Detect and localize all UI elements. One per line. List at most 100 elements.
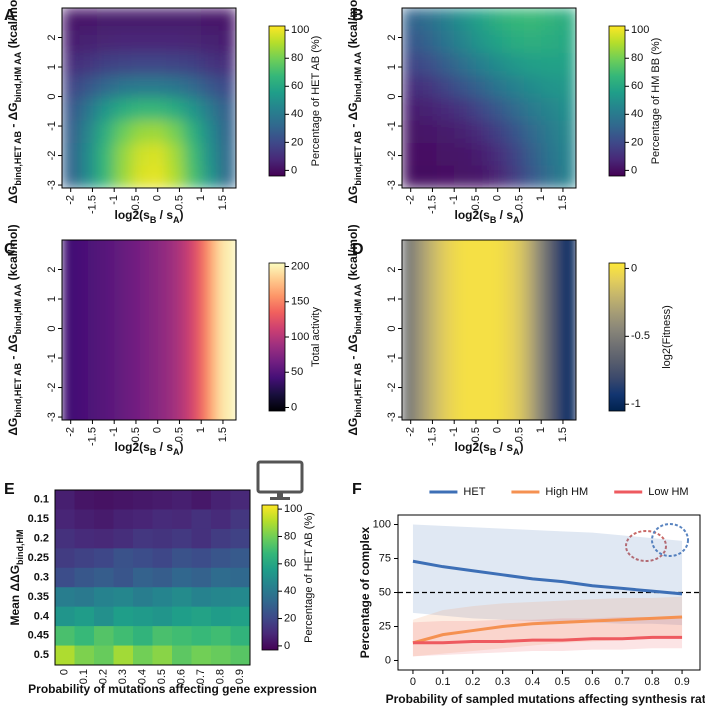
x-tick-label: 0.3 (117, 669, 129, 684)
heat-cell (79, 75, 98, 99)
heat-cell (523, 8, 542, 32)
heat-cell (149, 30, 167, 54)
heat-cell (55, 626, 76, 647)
y-tick-label: 0.45 (28, 630, 49, 642)
heat-cell (471, 240, 481, 420)
heat-cell (230, 490, 250, 511)
y-tick-label: -2 (386, 151, 398, 161)
heat-cell (191, 528, 212, 549)
x-axis-label-part: B (150, 215, 157, 225)
heat-cell (201, 8, 220, 32)
heat-cell (419, 30, 438, 54)
heat-cell (191, 490, 212, 511)
y-axis-label-part: ΔG (6, 186, 20, 204)
heat-cell (113, 587, 134, 608)
y-tick-label: -1 (46, 121, 58, 131)
heat-cell (489, 240, 499, 420)
heatmap (402, 240, 576, 420)
x-tick-label: 0.8 (645, 676, 660, 688)
heat-cell (558, 98, 576, 122)
heat-cell (445, 240, 455, 420)
heat-cell (152, 528, 173, 549)
heat-cell (62, 143, 80, 167)
heat-cell (94, 509, 115, 530)
heat-cell (402, 98, 420, 122)
heat-cell (172, 548, 193, 569)
heat-cell (558, 75, 576, 99)
heat-cell (201, 165, 220, 188)
heat-cell (201, 75, 220, 99)
x-tick-label: 1.5 (217, 195, 229, 210)
y-tick-label: 0 (46, 325, 58, 331)
heat-cell (209, 240, 220, 420)
heat-cell (402, 75, 420, 99)
heat-cell (541, 240, 551, 420)
heat-cell (211, 587, 232, 608)
heat-cell (113, 548, 134, 569)
y-tick-label: 1 (386, 64, 398, 70)
heat-cell (55, 645, 76, 665)
y-tick-label: 2 (386, 266, 398, 272)
y-axis-label-part: bind,HET AB (353, 131, 363, 186)
heat-cell (192, 240, 202, 420)
heat-cell (230, 548, 250, 569)
heat-cell (133, 528, 154, 549)
colorbar-tick-label: 40 (284, 585, 296, 597)
heat-cell (152, 645, 173, 665)
heat-cell (113, 528, 134, 549)
heat-cell (402, 53, 420, 77)
heat-cell (166, 240, 176, 420)
heat-cell (541, 8, 560, 32)
y-axis-label: Mean ΔΔGbind,HM (8, 529, 25, 625)
heat-cell (133, 548, 154, 569)
x-tick-label: -2 (65, 427, 77, 437)
heat-cell (79, 143, 98, 167)
legend-item: Low HM (614, 486, 689, 498)
heat-cell (558, 143, 576, 167)
heat-cell (523, 143, 542, 167)
heat-cell (230, 528, 250, 549)
plot-frame (61, 239, 237, 421)
heat-cell (436, 143, 455, 167)
colorbar-tick-label: 20 (291, 136, 303, 148)
heat-cell (172, 528, 193, 549)
x-axis-label-part: / s (156, 208, 173, 222)
heat-cell (523, 165, 542, 188)
heat-cell (70, 240, 80, 420)
heat-cell (114, 120, 133, 144)
heat-cell (541, 98, 560, 122)
heat-cell (218, 240, 228, 420)
x-tick-label: -2 (405, 195, 417, 205)
heatmap-clip (402, 8, 576, 188)
panel-letter: E (4, 481, 15, 498)
heat-cell (62, 30, 80, 54)
y-tick-label: 75 (379, 552, 391, 564)
heat-cell (227, 240, 236, 420)
colorbar-tick-label: 60 (284, 558, 296, 570)
heat-cell (172, 567, 193, 588)
y-tick-label: 0.1 (34, 494, 49, 506)
x-tick-label: 1.5 (557, 427, 569, 442)
heat-cell (114, 240, 124, 420)
colorbar-label: Percentage of HM BB (%) (650, 38, 662, 165)
x-tick-label: 0.9 (234, 669, 246, 684)
y-axis-label-part: ΔG (346, 418, 360, 436)
heat-cell (218, 30, 236, 54)
y-axis-label-part: - ΔG (346, 102, 360, 131)
x-axis-label-part: log2(s (114, 440, 150, 454)
heat-cell (191, 587, 212, 608)
y-axis-label: ΔGbind,HET AB - ΔGbind,HM AA (kcal/mol) (346, 224, 363, 435)
heat-cell (113, 645, 134, 665)
colorbar-tick-label: 20 (284, 612, 296, 624)
colorbar-tick-label: -1 (631, 398, 641, 410)
heat-cell (436, 75, 455, 99)
heat-cell (96, 240, 107, 420)
heat-cell (183, 120, 202, 144)
heat-cell (436, 165, 455, 188)
heat-cell (94, 490, 115, 511)
heat-cell (471, 143, 490, 167)
heat-cell (558, 240, 568, 420)
x-tick-label: 0 (410, 676, 416, 688)
heat-cell (79, 98, 98, 122)
